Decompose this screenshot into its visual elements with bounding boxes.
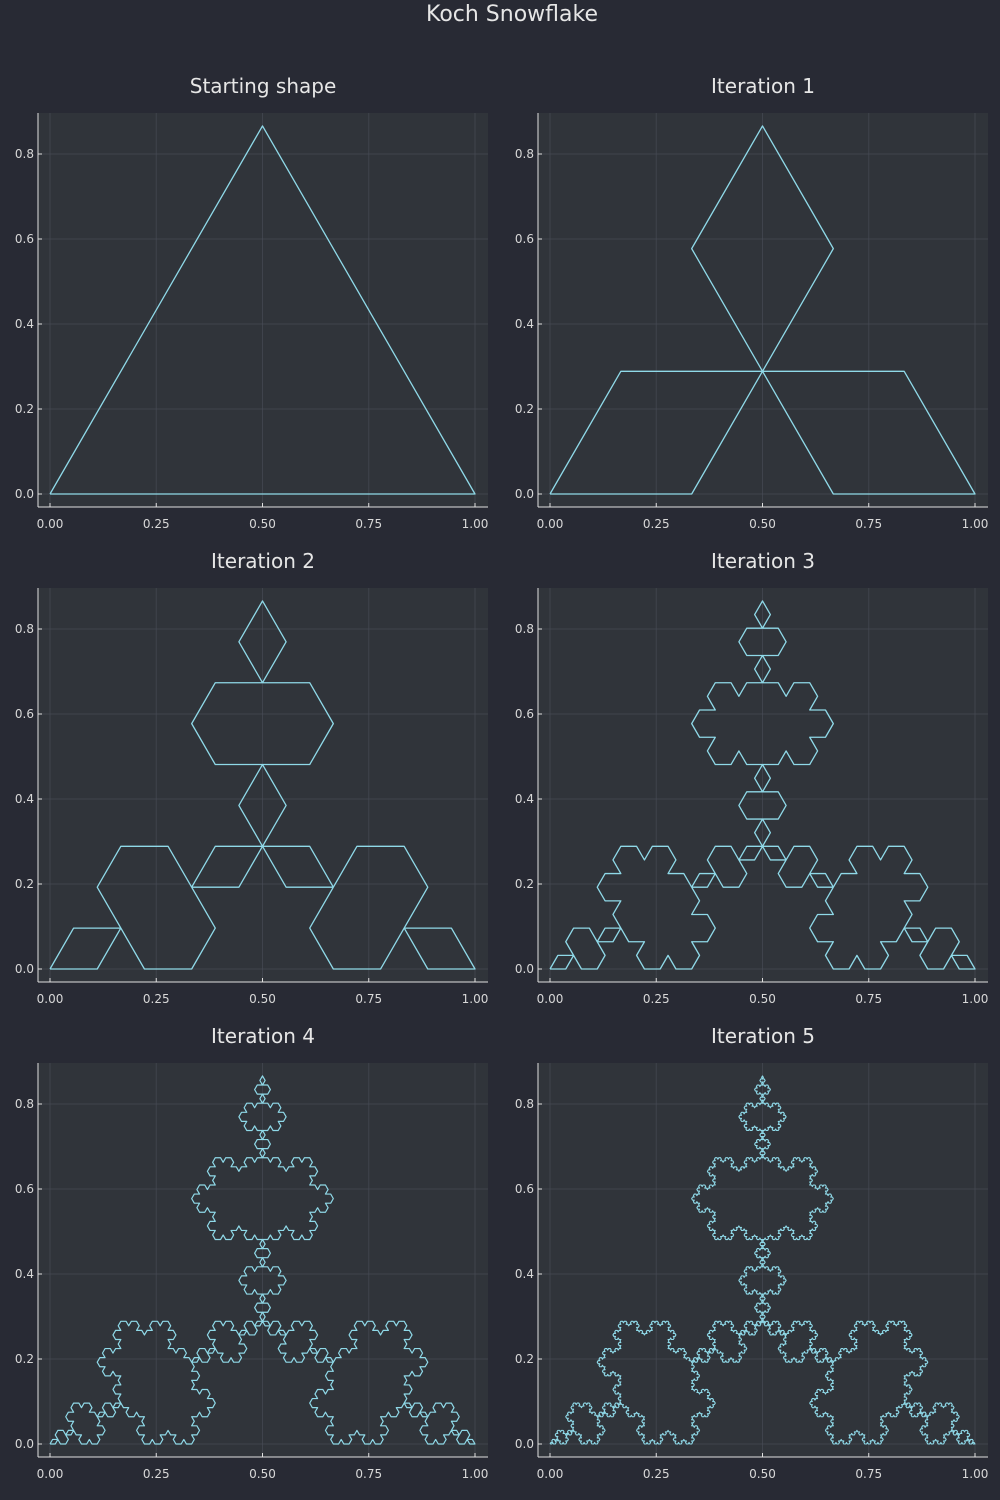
x-tick-label: 1.00 [962,517,989,531]
x-tick-label: 1.00 [462,517,489,531]
y-tick-label: 0.0 [515,1437,534,1451]
x-tick-label: 0.00 [37,517,64,531]
x-tick-label: 1.00 [962,1467,989,1481]
x-tick-label: 0.00 [37,992,64,1006]
koch-curve-series [549,600,976,970]
y-tick-label: 0.2 [15,402,34,416]
panel-title: Iteration 5 [711,1024,815,1048]
x-tick-label: 0.75 [355,1467,382,1481]
koch-curve-series [49,125,476,495]
x-tick-label: 0.50 [749,992,776,1006]
x-tick-label: 0.75 [855,1467,882,1481]
y-tick-label: 0.6 [515,1182,534,1196]
x-tick-label: 1.00 [962,992,989,1006]
y-tick-label: 0.8 [15,622,34,636]
koch-curve-series [49,1075,476,1445]
x-tick-label: 1.00 [462,992,489,1006]
x-tick-label: 0.25 [643,992,670,1006]
y-tick-label: 0.2 [15,1352,34,1366]
panel-title: Iteration 3 [711,549,815,573]
x-tick-label: 1.00 [462,1467,489,1481]
y-tick-label: 0.8 [515,622,534,636]
panel-2: 0.00 0.25 0.50 0.75 1.00 0.0 0.2 0.4 0.6 0.8 Itera… [15,549,488,1006]
y-tick-label: 0.6 [515,232,534,246]
x-tick-label: 0.75 [855,992,882,1006]
x-tick-label: 0.00 [537,992,564,1006]
x-tick-label: 0.50 [249,517,276,531]
x-tick-label: 0.50 [749,517,776,531]
y-tick-label: 0.2 [515,877,534,891]
panel-0: 0.00 0.25 0.50 0.75 1.00 0.0 0.2 0.4 0.6 0.8 Start… [15,74,488,531]
x-tick-label: 0.00 [537,1467,564,1481]
y-tick-label: 0.2 [15,877,34,891]
y-tick-label: 0.4 [15,792,34,806]
y-tick-label: 0.0 [15,962,34,976]
y-tick-label: 0.0 [15,487,34,501]
panel-5: 0.00 0.25 0.50 0.75 1.00 0.0 0.2 0.4 0.6 0.8 Itera… [515,1024,988,1481]
x-tick-label: 0.25 [143,517,170,531]
x-tick-label: 0.00 [537,517,564,531]
y-tick-label: 0.0 [15,1437,34,1451]
x-tick-label: 0.00 [37,1467,64,1481]
x-tick-label: 0.75 [855,517,882,531]
y-tick-label: 0.4 [515,792,534,806]
y-tick-label: 0.6 [15,1182,34,1196]
y-tick-label: 0.0 [515,962,534,976]
x-tick-label: 0.75 [355,517,382,531]
figure-title: Koch Snowflake [426,2,598,27]
x-tick-label: 0.50 [249,1467,276,1481]
x-tick-label: 0.50 [249,992,276,1006]
panel-3: 0.00 0.25 0.50 0.75 1.00 0.0 0.2 0.4 0.6 0.8 Itera… [515,549,988,1006]
y-tick-label: 0.4 [515,317,534,331]
x-tick-label: 0.25 [643,1467,670,1481]
x-tick-label: 0.25 [143,992,170,1006]
panel-1: 0.00 0.25 0.50 0.75 1.00 0.0 0.2 0.4 0.6 0.8 Itera… [515,74,988,531]
panel-title: Iteration 2 [211,549,315,573]
y-tick-label: 0.8 [15,147,34,161]
y-tick-label: 0.2 [515,402,534,416]
x-tick-label: 0.25 [143,1467,170,1481]
panel-title: Starting shape [190,74,337,98]
y-tick-label: 0.8 [515,147,534,161]
y-tick-label: 0.6 [15,707,34,721]
y-tick-label: 0.4 [515,1267,534,1281]
y-tick-label: 0.8 [515,1097,534,1111]
koch-curve-series [49,600,476,970]
y-tick-label: 0.2 [515,1352,534,1366]
y-tick-label: 0.8 [15,1097,34,1111]
x-tick-label: 0.50 [749,1467,776,1481]
koch-curve-series [549,1075,976,1445]
y-tick-label: 0.6 [515,707,534,721]
y-tick-label: 0.4 [15,1267,34,1281]
panel-title: Iteration 4 [211,1024,315,1048]
x-tick-label: 0.25 [643,517,670,531]
y-tick-label: 0.4 [15,317,34,331]
panel-title: Iteration 1 [711,74,815,98]
panels: 0.00 0.25 0.50 0.75 1.00 0.0 0.2 0.4 0.6 0.8 Start… [15,74,988,1481]
x-tick-label: 0.75 [355,992,382,1006]
y-tick-label: 0.6 [15,232,34,246]
panel-4: 0.00 0.25 0.50 0.75 1.00 0.0 0.2 0.4 0.6 0.8 Itera… [15,1024,488,1481]
koch-curve-series [549,125,976,495]
y-tick-label: 0.0 [515,487,534,501]
